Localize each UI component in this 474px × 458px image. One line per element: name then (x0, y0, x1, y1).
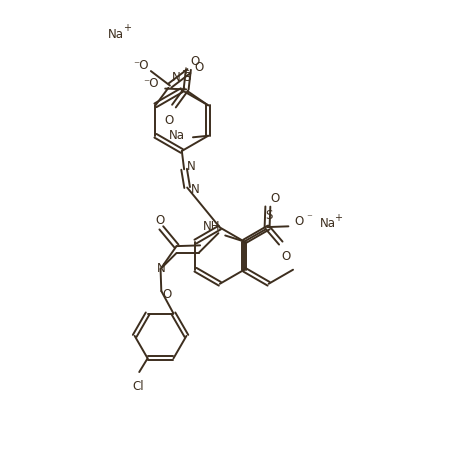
Text: ⁻O: ⁻O (134, 59, 149, 71)
Text: Na: Na (108, 27, 124, 41)
Text: N: N (187, 160, 196, 174)
Text: S: S (183, 71, 191, 84)
Text: +: + (182, 66, 189, 76)
Text: O: O (165, 114, 174, 127)
Text: Na: Na (320, 217, 337, 230)
Text: O: O (271, 192, 280, 206)
Text: Na: Na (169, 129, 184, 142)
Text: O: O (191, 55, 200, 68)
Text: Cl: Cl (132, 381, 144, 393)
Text: N: N (191, 183, 199, 196)
Text: N: N (172, 71, 181, 84)
Text: O: O (155, 214, 164, 227)
Text: O: O (294, 214, 304, 228)
Text: N: N (156, 262, 165, 275)
Text: +: + (123, 23, 131, 33)
Text: ⁻O: ⁻O (143, 77, 159, 90)
Text: +: + (334, 213, 342, 223)
Text: O: O (282, 250, 291, 263)
Text: O: O (194, 61, 203, 74)
Text: O: O (163, 288, 172, 300)
Text: ⁻: ⁻ (306, 213, 312, 223)
Text: S: S (265, 209, 272, 222)
Text: NH: NH (202, 220, 220, 233)
